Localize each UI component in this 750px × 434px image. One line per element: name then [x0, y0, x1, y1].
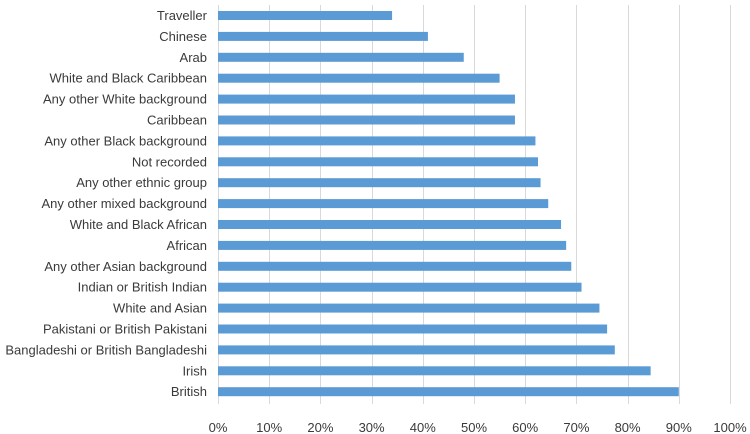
- category-label: Irish: [182, 363, 207, 378]
- bars: [218, 11, 679, 397]
- bar: [218, 94, 515, 104]
- category-label: Any other ethnic group: [76, 175, 207, 190]
- x-tick-label: 60%: [512, 420, 538, 434]
- x-tick-label: 100%: [713, 420, 747, 434]
- bar: [218, 31, 428, 41]
- bar: [218, 178, 541, 188]
- category-label: Traveller: [157, 8, 208, 23]
- x-tick-label: 50%: [461, 420, 487, 434]
- category-label: Any other mixed background: [42, 196, 207, 211]
- x-tick-label: 90%: [666, 420, 692, 434]
- bar: [218, 220, 562, 229]
- bar: [218, 240, 567, 250]
- category-label: Pakistani or British Pakistani: [43, 322, 207, 337]
- bar: [218, 136, 536, 146]
- bar: [218, 387, 679, 397]
- category-label: British: [171, 384, 207, 399]
- bar: [218, 52, 464, 62]
- category-label: White and Black African: [70, 217, 207, 232]
- x-tick-label: 0%: [209, 420, 228, 434]
- category-label: Chinese: [159, 29, 207, 44]
- x-tick-label: 80%: [615, 420, 641, 434]
- bar: [218, 11, 393, 20]
- category-label: Bangladeshi or British Bangladeshi: [5, 342, 207, 357]
- bar: [218, 115, 515, 125]
- x-axis-tick-labels: 0% 10% 20% 30% 40% 50% 60% 70% 80% 90% 100%: [209, 420, 747, 434]
- category-label: White and Black Caribbean: [49, 71, 207, 86]
- category-label: Any other Asian background: [44, 259, 207, 274]
- category-label: Any other Black background: [44, 133, 207, 148]
- category-label: African: [167, 238, 207, 253]
- x-tick-label: 10%: [256, 420, 282, 434]
- category-label: Caribbean: [147, 113, 207, 128]
- category-label: White and Asian: [113, 301, 207, 316]
- bar: [218, 345, 615, 355]
- bar: [218, 199, 549, 209]
- x-tick-label: 20%: [307, 420, 333, 434]
- x-tick-label: 40%: [410, 420, 436, 434]
- category-labels: Traveller Chinese Arab White and Black Cari…: [5, 8, 207, 399]
- bar: [218, 157, 538, 167]
- category-label: Arab: [180, 50, 207, 65]
- x-tick-label: 70%: [563, 420, 589, 434]
- bar: [218, 73, 500, 83]
- bar: [218, 282, 582, 292]
- category-label: Indian or British Indian: [78, 280, 207, 295]
- bar: [218, 366, 651, 376]
- x-tick-label: 30%: [359, 420, 385, 434]
- bar: [218, 303, 600, 313]
- bar: [218, 261, 572, 271]
- bar: [218, 324, 608, 334]
- category-label: Any other White background: [43, 92, 207, 107]
- category-label: Not recorded: [132, 154, 207, 169]
